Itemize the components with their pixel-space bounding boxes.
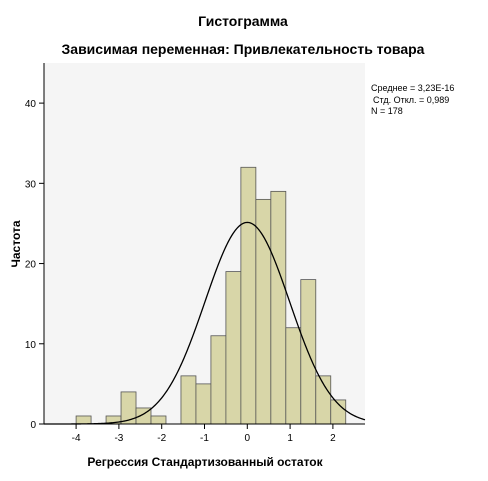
chart-title: Гистограмма [198, 13, 288, 29]
histogram-bar [180, 375, 197, 425]
y-axis-ticks: 0 10 20 30 40 [25, 99, 44, 431]
histogram-bar [255, 198, 272, 425]
histogram-bar [210, 335, 227, 425]
y-tick-label: 20 [25, 260, 37, 271]
histogram-bar [120, 391, 137, 425]
y-tick-label: 0 [30, 420, 36, 431]
y-tick-label: 10 [25, 340, 37, 351]
x-tick-label: -2 [157, 433, 166, 444]
y-tick-label: 40 [25, 99, 37, 110]
plot-area [44, 63, 365, 424]
stats-std: Стд. Откл. = 0,989 [373, 95, 449, 105]
x-tick-label: -3 [114, 433, 123, 444]
histogram-bar [285, 327, 302, 425]
x-tick-label: 2 [330, 433, 336, 444]
histogram-bar [75, 415, 92, 425]
y-tick-label: 30 [25, 179, 37, 190]
x-tick-label: 1 [287, 433, 293, 444]
x-tick-label: -4 [72, 433, 81, 444]
histogram-bar [270, 190, 287, 425]
y-axis-label: Частота [9, 220, 23, 267]
x-axis-label: Регрессия Стандартизованный остаток [87, 455, 323, 469]
histogram-bar [225, 271, 242, 425]
histogram-bar [150, 415, 167, 425]
x-axis-ticks: -4 -3 -2 -1 0 1 2 [72, 424, 336, 444]
histogram-bar [195, 383, 212, 425]
stats-box: Среднее = 3,23E-16 Стд. Откл. = 0,989 N … [371, 83, 454, 116]
histogram-bar [240, 166, 257, 425]
stats-mean: Среднее = 3,23E-16 [371, 83, 454, 93]
x-tick-label: -1 [200, 433, 209, 444]
stats-n: N = 178 [371, 106, 403, 116]
x-tick-label: 0 [245, 433, 251, 444]
chart-subtitle: Зависимая переменная: Привлекательность … [62, 41, 425, 57]
